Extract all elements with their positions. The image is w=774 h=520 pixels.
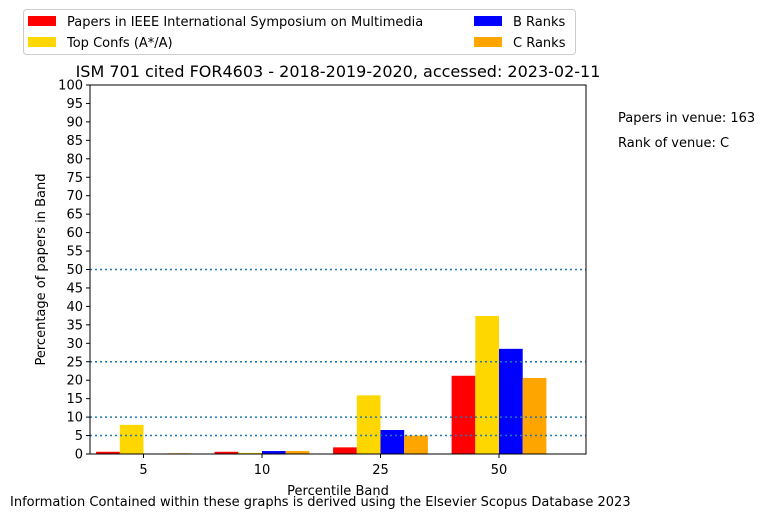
bar-top-confs-a-a--25 [356, 395, 381, 454]
bar-top-confs-a-a--50 [475, 315, 499, 454]
y-tick-label-90: 90 [66, 115, 83, 130]
y-tick-label-30: 30 [66, 337, 83, 352]
y-tick-label-20: 20 [66, 374, 83, 389]
y-tick-label-65: 65 [66, 208, 83, 223]
bar-b-ranks-10 [262, 451, 286, 454]
y-tick-label-10: 10 [66, 411, 83, 426]
x-tick-label-10: 10 [254, 463, 271, 478]
legend-swatch-2 [474, 16, 502, 26]
legend-label-2: B Ranks [513, 15, 566, 30]
legend-swatch-0 [28, 16, 56, 26]
y-tick-label-100: 100 [58, 79, 83, 94]
y-tick-label-95: 95 [66, 97, 83, 112]
bar-top-confs-a-a--10 [238, 452, 262, 454]
y-tick-label-70: 70 [66, 189, 83, 204]
x-tick-label-50: 50 [491, 463, 508, 478]
legend-swatch-3 [474, 37, 502, 47]
y-tick-label-5: 5 [75, 429, 83, 444]
bar-papers-in-ieee-international-symposium-on-multimedia-10 [214, 451, 239, 454]
legend-label-3: C Ranks [513, 36, 566, 51]
x-tick-label-25: 25 [372, 463, 389, 478]
y-tick-label-35: 35 [66, 318, 83, 333]
bar-b-ranks-25 [380, 430, 405, 454]
papers-in-venue-note: Papers in venue: 163 [618, 111, 756, 126]
bar-top-confs-a-a--5 [119, 424, 144, 454]
bar-c-ranks-10 [285, 451, 310, 454]
bar-papers-in-ieee-international-symposium-on-multimedia-5 [96, 451, 120, 454]
y-tick-label-25: 25 [66, 355, 83, 370]
x-tick-label-5: 5 [139, 463, 147, 478]
x-axis-label: Percentile Band [287, 484, 389, 499]
y-tick-label-15: 15 [66, 392, 83, 407]
legend-swatch-1 [28, 37, 56, 47]
footer-note: Information Contained within these graph… [10, 495, 631, 510]
bar-papers-in-ieee-international-symposium-on-multimedia-25 [333, 447, 357, 454]
y-tick-label-0: 0 [75, 448, 83, 463]
y-tick-label-45: 45 [66, 281, 83, 296]
y-tick-label-75: 75 [66, 171, 83, 186]
y-tick-label-55: 55 [66, 245, 83, 260]
legend-box [23, 9, 576, 55]
rank-of-venue-note: Rank of venue: C [618, 136, 730, 151]
bar-c-ranks-50 [522, 377, 547, 454]
bar-papers-in-ieee-international-symposium-on-multimedia-50 [451, 375, 476, 454]
chart-title: ISM 701 cited FOR4603 - 2018-2019-2020, … [76, 62, 601, 81]
y-axis-label: Percentage of papers in Band [34, 173, 49, 365]
legend-label-0: Papers in IEEE International Symposium o… [67, 15, 423, 30]
bar-b-ranks-50 [499, 348, 523, 454]
y-tick-label-80: 80 [66, 152, 83, 167]
y-tick-label-40: 40 [66, 300, 83, 315]
y-tick-label-50: 50 [66, 263, 83, 278]
bar-c-ranks-25 [404, 435, 428, 454]
legend-label-1: Top Confs (A*/A) [66, 36, 173, 51]
y-tick-label-60: 60 [66, 226, 83, 241]
y-tick-label-85: 85 [66, 134, 83, 149]
